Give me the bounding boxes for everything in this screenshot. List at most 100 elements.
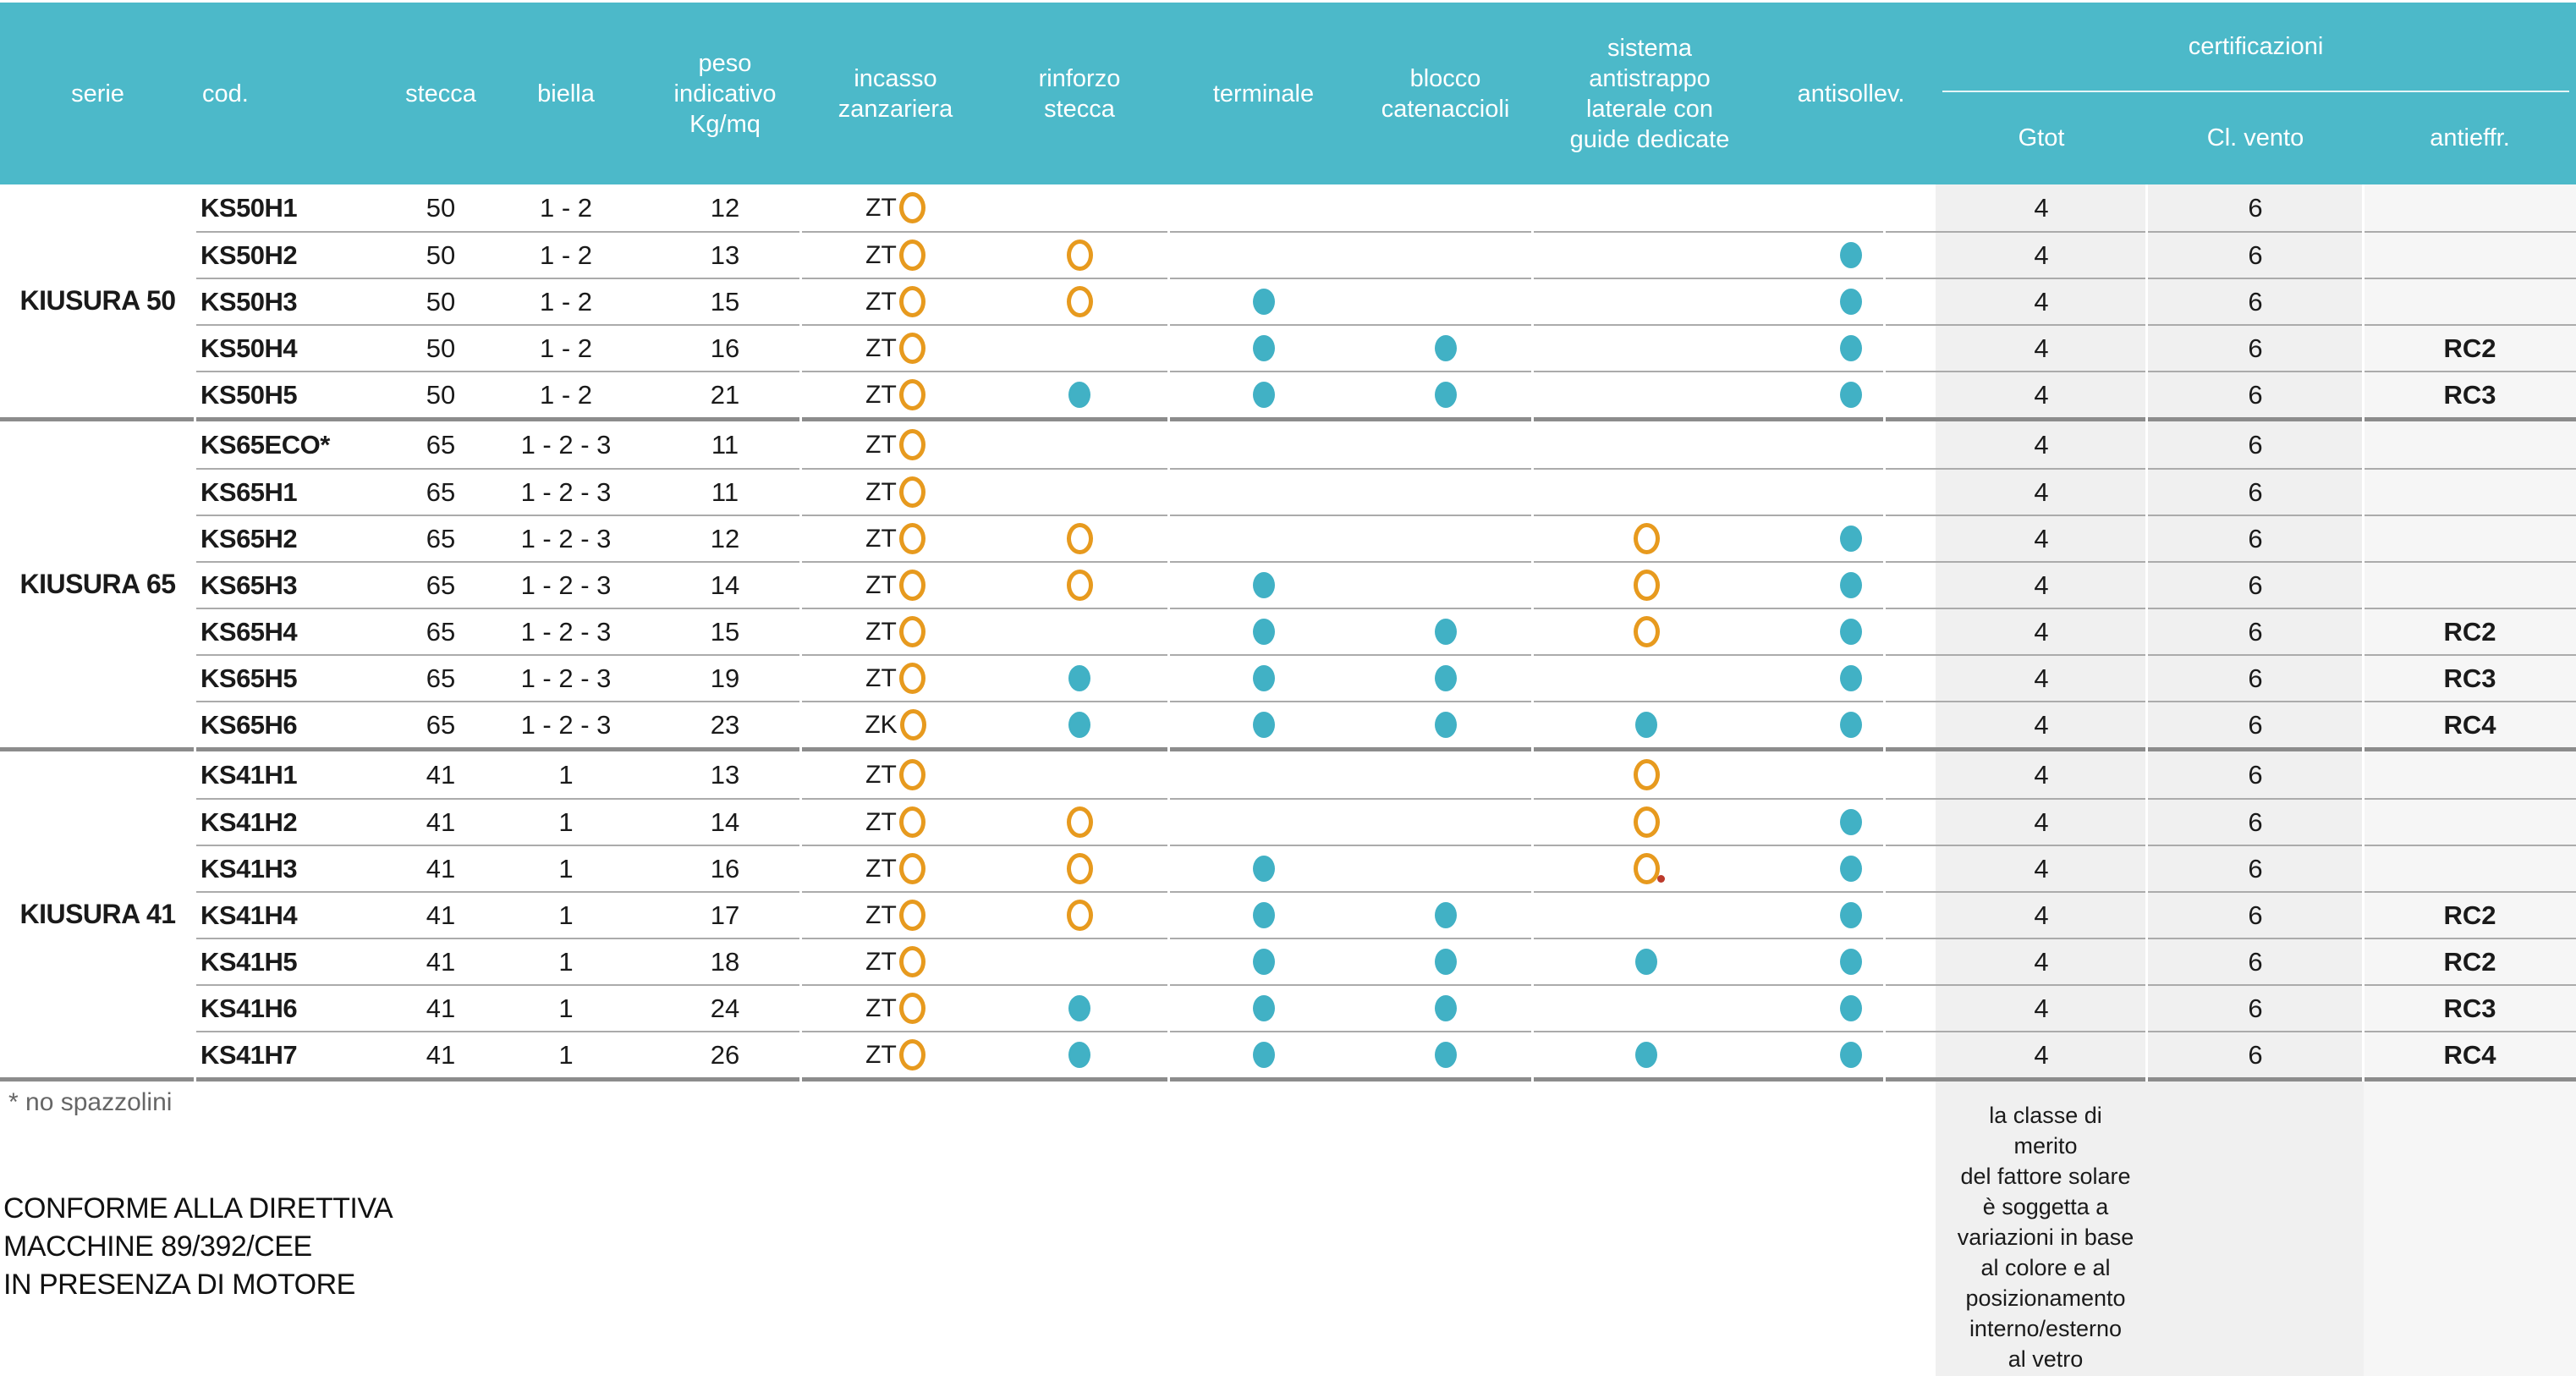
feature-dot-icon bbox=[1840, 289, 1862, 315]
cell-peso: 21 bbox=[710, 379, 740, 410]
cell-sistema bbox=[1533, 326, 1736, 371]
optional-ring-icon bbox=[899, 709, 926, 740]
cell-antisollev bbox=[1736, 751, 1936, 798]
cell-biella: 1 - 2 - 3 bbox=[520, 709, 612, 740]
optional-ring-icon bbox=[1066, 286, 1093, 317]
cell-terminale bbox=[1169, 656, 1358, 701]
feature-dot-icon bbox=[1252, 712, 1275, 738]
series-group: KIUSURA 41 KS41H1 41 1 13 ZT 4 6 KS41H2 41 1 14 ZT 4 6… bbox=[0, 751, 2576, 1077]
cell-rinforzo bbox=[990, 326, 1169, 371]
optional-ring-icon bbox=[898, 570, 925, 601]
cell-rinforzo bbox=[990, 421, 1169, 468]
feature-dot-icon bbox=[1840, 949, 1862, 975]
cell-stecca: 65 bbox=[426, 570, 456, 600]
table-row: KS41H2 41 1 14 ZT 4 6 bbox=[195, 798, 2576, 845]
optional-ring-icon bbox=[898, 946, 925, 977]
cell-stecca: 41 bbox=[426, 946, 456, 977]
cell-rinforzo bbox=[990, 279, 1169, 324]
cell-antieffr: RC4 bbox=[2443, 1039, 2496, 1070]
cell-antieffr bbox=[2364, 751, 2576, 798]
cell-antisollev bbox=[1736, 702, 1936, 747]
col-header-rinforzo: rinforzo stecca bbox=[1038, 64, 1121, 123]
optional-ring-icon bbox=[1066, 806, 1093, 838]
group-separator bbox=[0, 417, 2576, 421]
col-header-gtot: Gtot bbox=[2018, 124, 2065, 151]
cell-terminale bbox=[1169, 702, 1358, 747]
cell-stecca: 50 bbox=[426, 333, 456, 363]
cell-clvento: 6 bbox=[2248, 709, 2263, 740]
cell-incasso: ZT bbox=[801, 656, 990, 701]
optional-ring-icon bbox=[898, 476, 925, 508]
cell-cod: KS65H1 bbox=[200, 476, 298, 507]
incasso-value: ZT bbox=[865, 616, 925, 647]
feature-dot-icon bbox=[1840, 856, 1862, 882]
cell-biella: 1 - 2 - 3 bbox=[520, 616, 612, 647]
optional-ring-icon bbox=[898, 429, 925, 460]
incasso-value: ZT bbox=[865, 759, 925, 790]
optional-ring-icon bbox=[1066, 523, 1093, 554]
cell-sistema bbox=[1533, 609, 1736, 654]
cell-incasso: ZT bbox=[801, 233, 990, 278]
cell-blocco bbox=[1358, 184, 1533, 231]
cell-rinforzo bbox=[990, 800, 1169, 845]
cell-peso: 11 bbox=[711, 429, 739, 460]
incasso-value: ZT bbox=[865, 379, 925, 410]
cell-sistema bbox=[1533, 563, 1736, 608]
directive-note: CONFORME ALLA DIRETTIVA MACCHINE 89/392/… bbox=[3, 1192, 393, 1301]
table-row: KS41H7 41 1 26 ZT 4 6 RC4 bbox=[195, 1031, 2576, 1077]
feature-dot-icon bbox=[1840, 665, 1862, 691]
cell-antisollev bbox=[1736, 893, 1936, 938]
cell-cod: KS41H2 bbox=[200, 806, 298, 837]
cell-sistema bbox=[1533, 184, 1736, 231]
cell-terminale bbox=[1169, 184, 1358, 231]
optional-ring-icon bbox=[898, 853, 925, 884]
cell-gtot: 4 bbox=[2034, 286, 2049, 316]
table-header: serie cod. stecca biella peso indicativo… bbox=[0, 3, 2576, 184]
cell-blocco bbox=[1358, 1032, 1533, 1077]
cell-stecca: 65 bbox=[426, 663, 456, 693]
incasso-value: ZT bbox=[865, 333, 925, 364]
cell-peso: 14 bbox=[710, 570, 740, 600]
incasso-code: ZT bbox=[865, 193, 897, 222]
incasso-value: ZT bbox=[865, 993, 925, 1024]
cell-blocco bbox=[1358, 516, 1533, 561]
cell-antieffr: RC2 bbox=[2443, 900, 2496, 930]
table-body: KIUSURA 50 KS50H1 50 1 - 2 12 ZT 4 6 KS50H2 50 1 -… bbox=[0, 184, 2576, 1082]
cell-clvento: 6 bbox=[2248, 993, 2263, 1023]
cell-terminale bbox=[1169, 372, 1358, 417]
cell-clvento: 6 bbox=[2248, 946, 2263, 977]
optional-ring-icon bbox=[1066, 570, 1093, 601]
table-row: KS41H3 41 1 16 ZT 4 6 bbox=[195, 845, 2576, 891]
cell-biella: 1 - 2 - 3 bbox=[520, 429, 612, 460]
incasso-value: ZT bbox=[865, 663, 925, 694]
cell-cod: KS41H6 bbox=[200, 993, 298, 1023]
cell-sistema bbox=[1533, 656, 1736, 701]
optional-ring-icon bbox=[898, 192, 925, 223]
cell-antisollev bbox=[1736, 656, 1936, 701]
column-separator bbox=[2145, 184, 2148, 1082]
col-header-peso: peso indicativo Kg/mq bbox=[673, 49, 777, 138]
cell-clvento: 6 bbox=[2248, 523, 2263, 553]
column-separator bbox=[1167, 184, 1170, 1082]
cell-sistema bbox=[1533, 846, 1736, 891]
optional-ring-icon bbox=[1633, 806, 1660, 838]
cell-gtot: 4 bbox=[2034, 192, 2049, 223]
cell-gtot: 4 bbox=[2034, 333, 2049, 363]
series-label: KIUSURA 65 bbox=[19, 569, 176, 599]
table-row: KS50H4 50 1 - 2 16 ZT 4 6 RC2 bbox=[195, 324, 2576, 371]
feature-dot-icon bbox=[1840, 382, 1862, 408]
cell-rinforzo bbox=[990, 233, 1169, 278]
cell-antisollev bbox=[1736, 233, 1936, 278]
table-row: KS65H2 65 1 - 2 - 3 12 ZT 4 6 bbox=[195, 515, 2576, 561]
incasso-code: ZT bbox=[865, 947, 897, 976]
cell-terminale bbox=[1169, 233, 1358, 278]
cell-peso: 16 bbox=[710, 853, 740, 883]
column-separator bbox=[194, 184, 196, 1082]
incasso-value: ZT bbox=[865, 239, 925, 271]
cell-blocco bbox=[1358, 800, 1533, 845]
feature-dot-icon bbox=[1840, 335, 1862, 361]
cell-clvento: 6 bbox=[2248, 286, 2263, 316]
cell-peso: 14 bbox=[710, 806, 740, 837]
cell-cod: KS50H2 bbox=[200, 239, 298, 270]
cell-biella: 1 - 2 bbox=[539, 333, 593, 363]
